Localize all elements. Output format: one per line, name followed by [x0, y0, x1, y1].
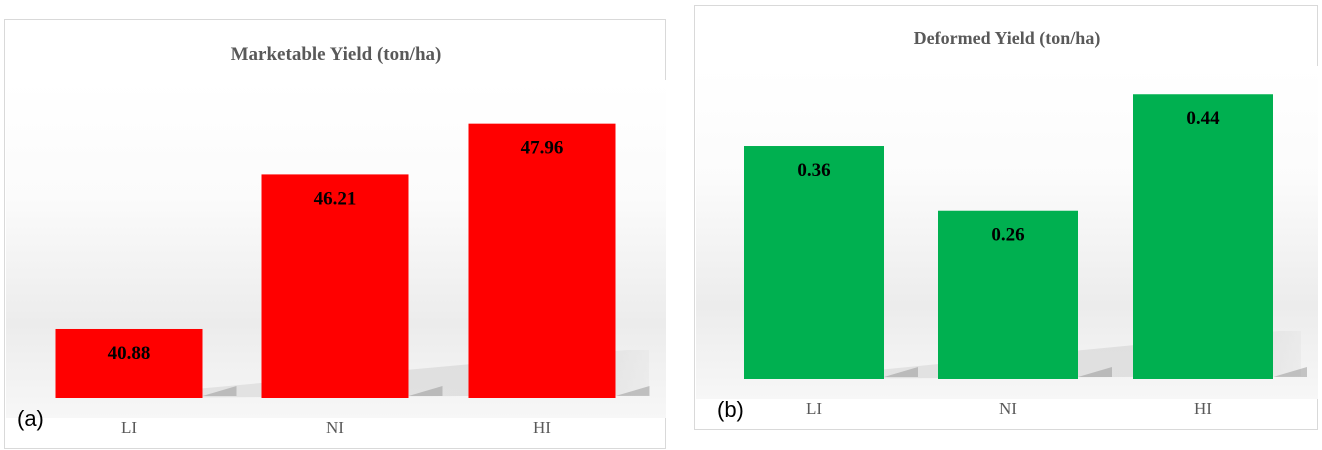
panel-label-b: (b)	[717, 397, 744, 422]
data-label-hi: 0.44	[1186, 108, 1220, 129]
bar-hi	[1133, 94, 1273, 379]
x-tick-label-ni: NI	[326, 418, 344, 437]
data-label-li: 40.88	[108, 343, 151, 364]
chart-title: Deformed Yield (ton/ha)	[914, 28, 1101, 49]
bar-shadow	[884, 367, 918, 377]
x-tick-label-ni: NI	[999, 399, 1017, 418]
deformed-yield-chart-svg: Deformed Yield (ton/ha) 0.36 LI 0.26 NI 0.44 H…	[696, 28, 1318, 418]
data-label-ni: 0.26	[991, 225, 1024, 246]
chart-title: Marketable Yield (ton/ha)	[231, 44, 442, 65]
bar-shadow	[615, 386, 650, 396]
bar-ni	[261, 174, 409, 398]
bar-shadow	[1273, 367, 1307, 377]
bar-shadow	[408, 386, 443, 396]
x-tick-label-li: LI	[121, 418, 137, 437]
marketable-yield-chart-svg: Marketable Yield (ton/ha) 40.88 LI 46.21 NI 4…	[6, 44, 666, 437]
data-label-hi: 47.96	[521, 138, 564, 159]
bar-hi	[468, 123, 616, 398]
x-tick-label-li: LI	[806, 399, 822, 418]
bar-ni	[938, 210, 1078, 379]
bar-shadow	[202, 386, 237, 396]
deformed-yield-chart: Deformed Yield (ton/ha) 0.36 LI 0.26 NI 0.44 H…	[694, 5, 1318, 430]
bar-shadow	[1078, 367, 1112, 377]
x-tick-label-hi: HI	[533, 418, 551, 437]
bar-li	[744, 146, 884, 379]
marketable-yield-chart: Marketable Yield (ton/ha) 40.88 LI 46.21 NI 4…	[4, 19, 666, 449]
x-tick-label-hi: HI	[1194, 399, 1212, 418]
data-label-li: 0.36	[797, 160, 830, 181]
panel-label-a: (a)	[17, 406, 44, 431]
bar-li	[55, 328, 203, 398]
data-label-ni: 46.21	[314, 188, 357, 209]
